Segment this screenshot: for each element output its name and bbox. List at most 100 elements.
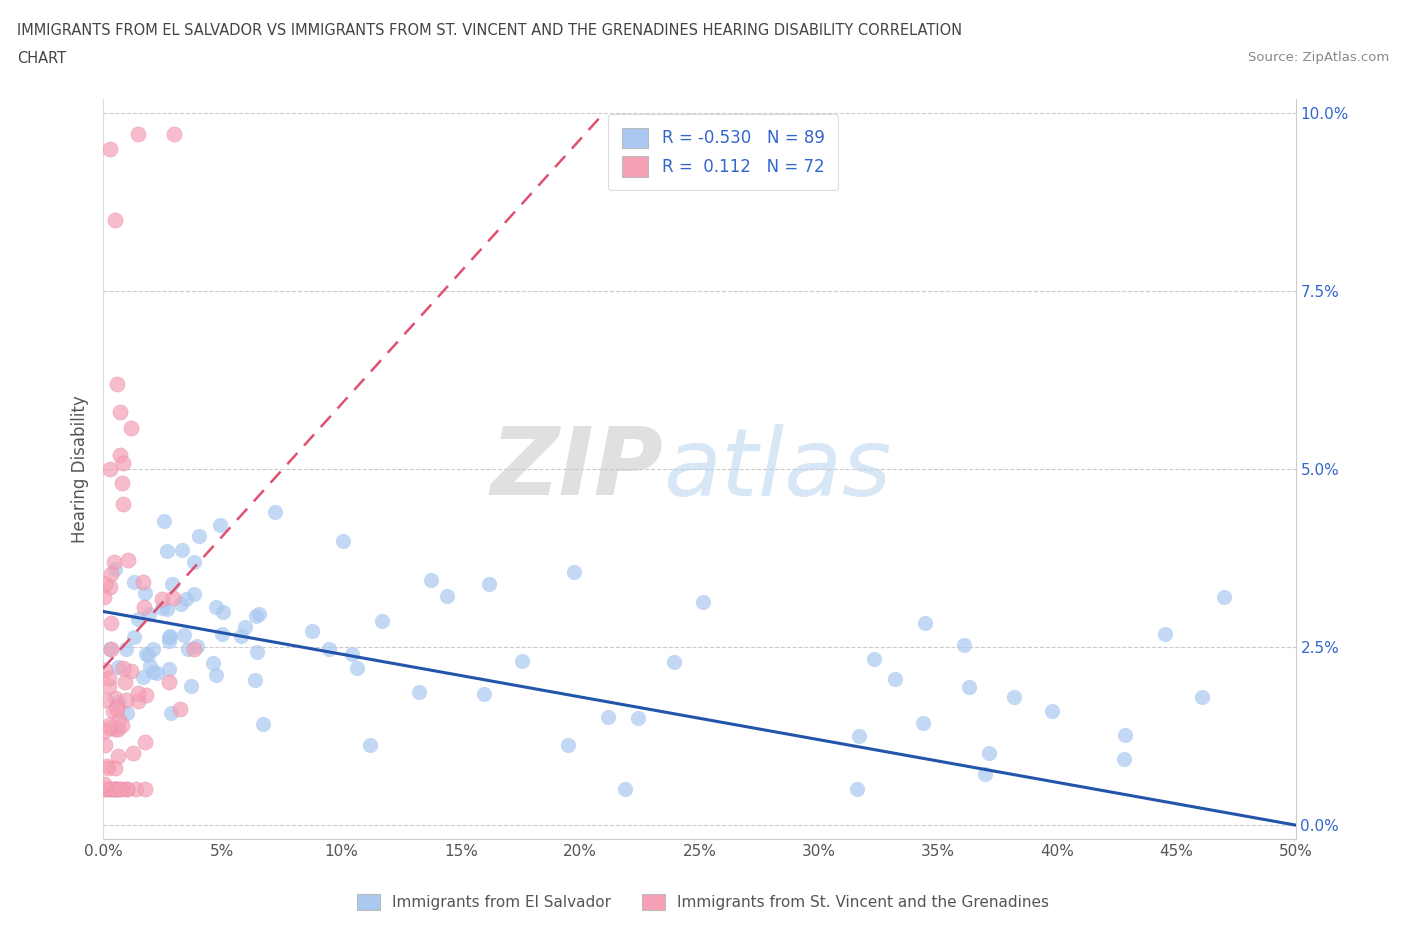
Point bbox=[160, 706, 183, 721]
Point bbox=[97, 761, 120, 776]
Point bbox=[127, 126, 149, 141]
Point bbox=[112, 496, 135, 511]
Legend: Immigrants from El Salvador, Immigrants from St. Vincent and the Grenadines: Immigrants from El Salvador, Immigrants … bbox=[350, 886, 1056, 918]
Point bbox=[100, 566, 122, 581]
Point bbox=[170, 597, 193, 612]
Point bbox=[957, 679, 980, 694]
Point bbox=[104, 562, 127, 577]
Point bbox=[1154, 627, 1177, 642]
Point bbox=[107, 722, 129, 737]
Point bbox=[187, 528, 209, 543]
Point bbox=[245, 608, 267, 623]
Point bbox=[156, 601, 179, 616]
Point bbox=[472, 687, 495, 702]
Point bbox=[108, 712, 131, 727]
Point bbox=[212, 604, 235, 619]
Point bbox=[1114, 751, 1136, 766]
Point bbox=[183, 587, 205, 602]
Point bbox=[183, 641, 205, 656]
Point bbox=[115, 705, 138, 720]
Point bbox=[100, 782, 122, 797]
Point bbox=[96, 759, 118, 774]
Point bbox=[204, 668, 226, 683]
Point bbox=[150, 591, 173, 606]
Point bbox=[100, 642, 122, 657]
Point bbox=[115, 693, 138, 708]
Point bbox=[100, 642, 122, 657]
Point bbox=[108, 447, 131, 462]
Point bbox=[157, 661, 180, 676]
Y-axis label: Hearing Disability: Hearing Disability bbox=[72, 395, 89, 543]
Point bbox=[142, 665, 165, 680]
Point bbox=[98, 671, 121, 685]
Point bbox=[157, 675, 180, 690]
Point bbox=[122, 575, 145, 590]
Point bbox=[183, 554, 205, 569]
Point bbox=[170, 542, 193, 557]
Point bbox=[107, 749, 129, 764]
Point bbox=[115, 642, 138, 657]
Point bbox=[98, 461, 121, 476]
Text: IMMIGRANTS FROM EL SALVADOR VS IMMIGRANTS FROM ST. VINCENT AND THE GRENADINES HE: IMMIGRANTS FROM EL SALVADOR VS IMMIGRANT… bbox=[17, 23, 962, 38]
Point bbox=[122, 745, 145, 760]
Point bbox=[104, 212, 127, 227]
Point bbox=[371, 614, 394, 629]
Point bbox=[142, 641, 165, 656]
Point bbox=[419, 572, 441, 587]
Point bbox=[263, 504, 285, 519]
Point bbox=[93, 777, 115, 791]
Point bbox=[94, 782, 117, 797]
Point bbox=[93, 738, 115, 753]
Point bbox=[510, 654, 533, 669]
Point bbox=[152, 513, 174, 528]
Point bbox=[104, 690, 127, 705]
Point bbox=[977, 746, 1000, 761]
Point bbox=[911, 716, 934, 731]
Point bbox=[127, 694, 149, 709]
Point bbox=[211, 626, 233, 641]
Point bbox=[243, 672, 266, 687]
Point bbox=[953, 637, 976, 652]
Point bbox=[94, 577, 117, 591]
Point bbox=[114, 674, 136, 689]
Point bbox=[98, 782, 121, 797]
Point bbox=[111, 476, 134, 491]
Point bbox=[157, 633, 180, 648]
Point bbox=[346, 660, 368, 675]
Point bbox=[598, 710, 620, 724]
Point bbox=[107, 376, 129, 391]
Point bbox=[662, 655, 685, 670]
Point bbox=[208, 517, 231, 532]
Point bbox=[104, 761, 127, 776]
Point bbox=[478, 577, 501, 591]
Point bbox=[132, 575, 155, 590]
Point bbox=[1004, 689, 1026, 704]
Point bbox=[177, 641, 200, 656]
Point bbox=[100, 721, 122, 736]
Point bbox=[125, 782, 148, 797]
Point bbox=[98, 579, 121, 594]
Point bbox=[127, 685, 149, 700]
Point bbox=[340, 647, 363, 662]
Point bbox=[134, 586, 156, 601]
Point bbox=[156, 544, 179, 559]
Point bbox=[152, 601, 174, 616]
Point bbox=[104, 721, 127, 736]
Point bbox=[107, 659, 129, 674]
Point bbox=[105, 782, 128, 797]
Point bbox=[202, 656, 225, 671]
Point bbox=[160, 577, 183, 591]
Point bbox=[562, 565, 585, 579]
Point bbox=[108, 782, 131, 797]
Point bbox=[169, 702, 191, 717]
Point bbox=[1114, 728, 1136, 743]
Point bbox=[100, 615, 122, 630]
Text: Source: ZipAtlas.com: Source: ZipAtlas.com bbox=[1249, 51, 1389, 64]
Point bbox=[233, 620, 256, 635]
Point bbox=[159, 629, 181, 644]
Point bbox=[914, 616, 936, 631]
Point bbox=[301, 624, 323, 639]
Point bbox=[98, 679, 121, 694]
Point bbox=[246, 644, 269, 659]
Point bbox=[132, 599, 155, 614]
